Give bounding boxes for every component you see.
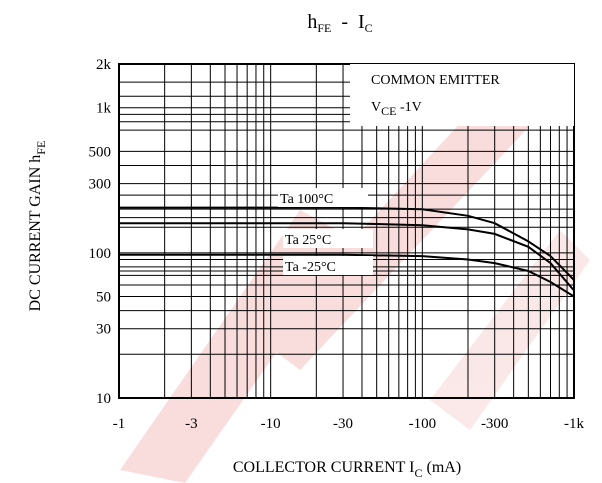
title-main-1: h: [307, 11, 317, 33]
y-tick-label: 500: [89, 144, 112, 160]
x-tick-label: -300: [481, 416, 509, 432]
x-axis-label-suffix: (mA): [423, 459, 462, 476]
series-label: Ta -25°C: [285, 260, 336, 275]
title-dash: -: [341, 11, 348, 33]
y-tick-label: 100: [89, 246, 112, 262]
x-tick-label: -1k: [564, 416, 584, 432]
y-axis-label-main: DC CURRENT GAIN h: [27, 155, 44, 312]
series-line: [119, 253, 575, 298]
series-label: Ta 25°C: [285, 233, 331, 248]
x-tick-label: -30: [333, 416, 353, 432]
x-axis-label: COLLECTOR CURRENT IC (mA): [233, 459, 461, 480]
title-main-2: I: [358, 11, 365, 33]
plot-frame: [118, 63, 575, 399]
series-label-bg: [283, 256, 373, 275]
y-axis-label-sub: FE: [34, 141, 48, 155]
annotation-line-1: COMMON EMITTER: [371, 73, 500, 88]
x-tick-labels: -1 -3 -10 -30 -100 -300 -1k: [113, 416, 585, 432]
series-label-bg: [283, 229, 373, 248]
title-sub-1: FE: [317, 21, 331, 35]
x-tick-label: -10: [261, 416, 281, 432]
y-tick-label: 300: [89, 177, 112, 193]
series-label: Ta 100°C: [280, 192, 333, 207]
series-labels: Ta 100°C Ta 25°C Ta -25°C: [278, 188, 373, 275]
annotation-vce-value: -1V: [396, 100, 421, 115]
x-axis-label-sub: C: [414, 466, 422, 480]
x-tick-label: -1: [113, 416, 126, 432]
y-tick-label: 30: [96, 322, 111, 338]
y-axis-label: DC CURRENT GAIN hFE: [27, 141, 48, 312]
y-tick-label: 50: [96, 290, 111, 306]
annotation-box: [350, 64, 574, 126]
series-line: [119, 206, 575, 281]
x-axis-label-main: COLLECTOR CURRENT I: [233, 459, 415, 476]
chart-title: hFE - IC: [307, 11, 372, 35]
annotation-vce-main: V: [371, 100, 381, 115]
series-lines: [119, 206, 575, 298]
y-tick-labels: 2k 1k 500 300 100 50 30 10: [89, 57, 112, 407]
x-tick-label: -100: [409, 416, 437, 432]
series-label-bg: [278, 188, 368, 207]
y-tick-label: 1k: [96, 101, 112, 117]
annotation-vce-sub: CE: [381, 104, 396, 118]
x-tick-label: -3: [185, 416, 198, 432]
title-sub-2: C: [365, 21, 373, 35]
series-line: [119, 222, 575, 292]
y-tick-label: 10: [96, 391, 111, 407]
annotation-line-2: VCE -1V: [371, 100, 422, 118]
y-tick-label: 2k: [96, 57, 112, 73]
